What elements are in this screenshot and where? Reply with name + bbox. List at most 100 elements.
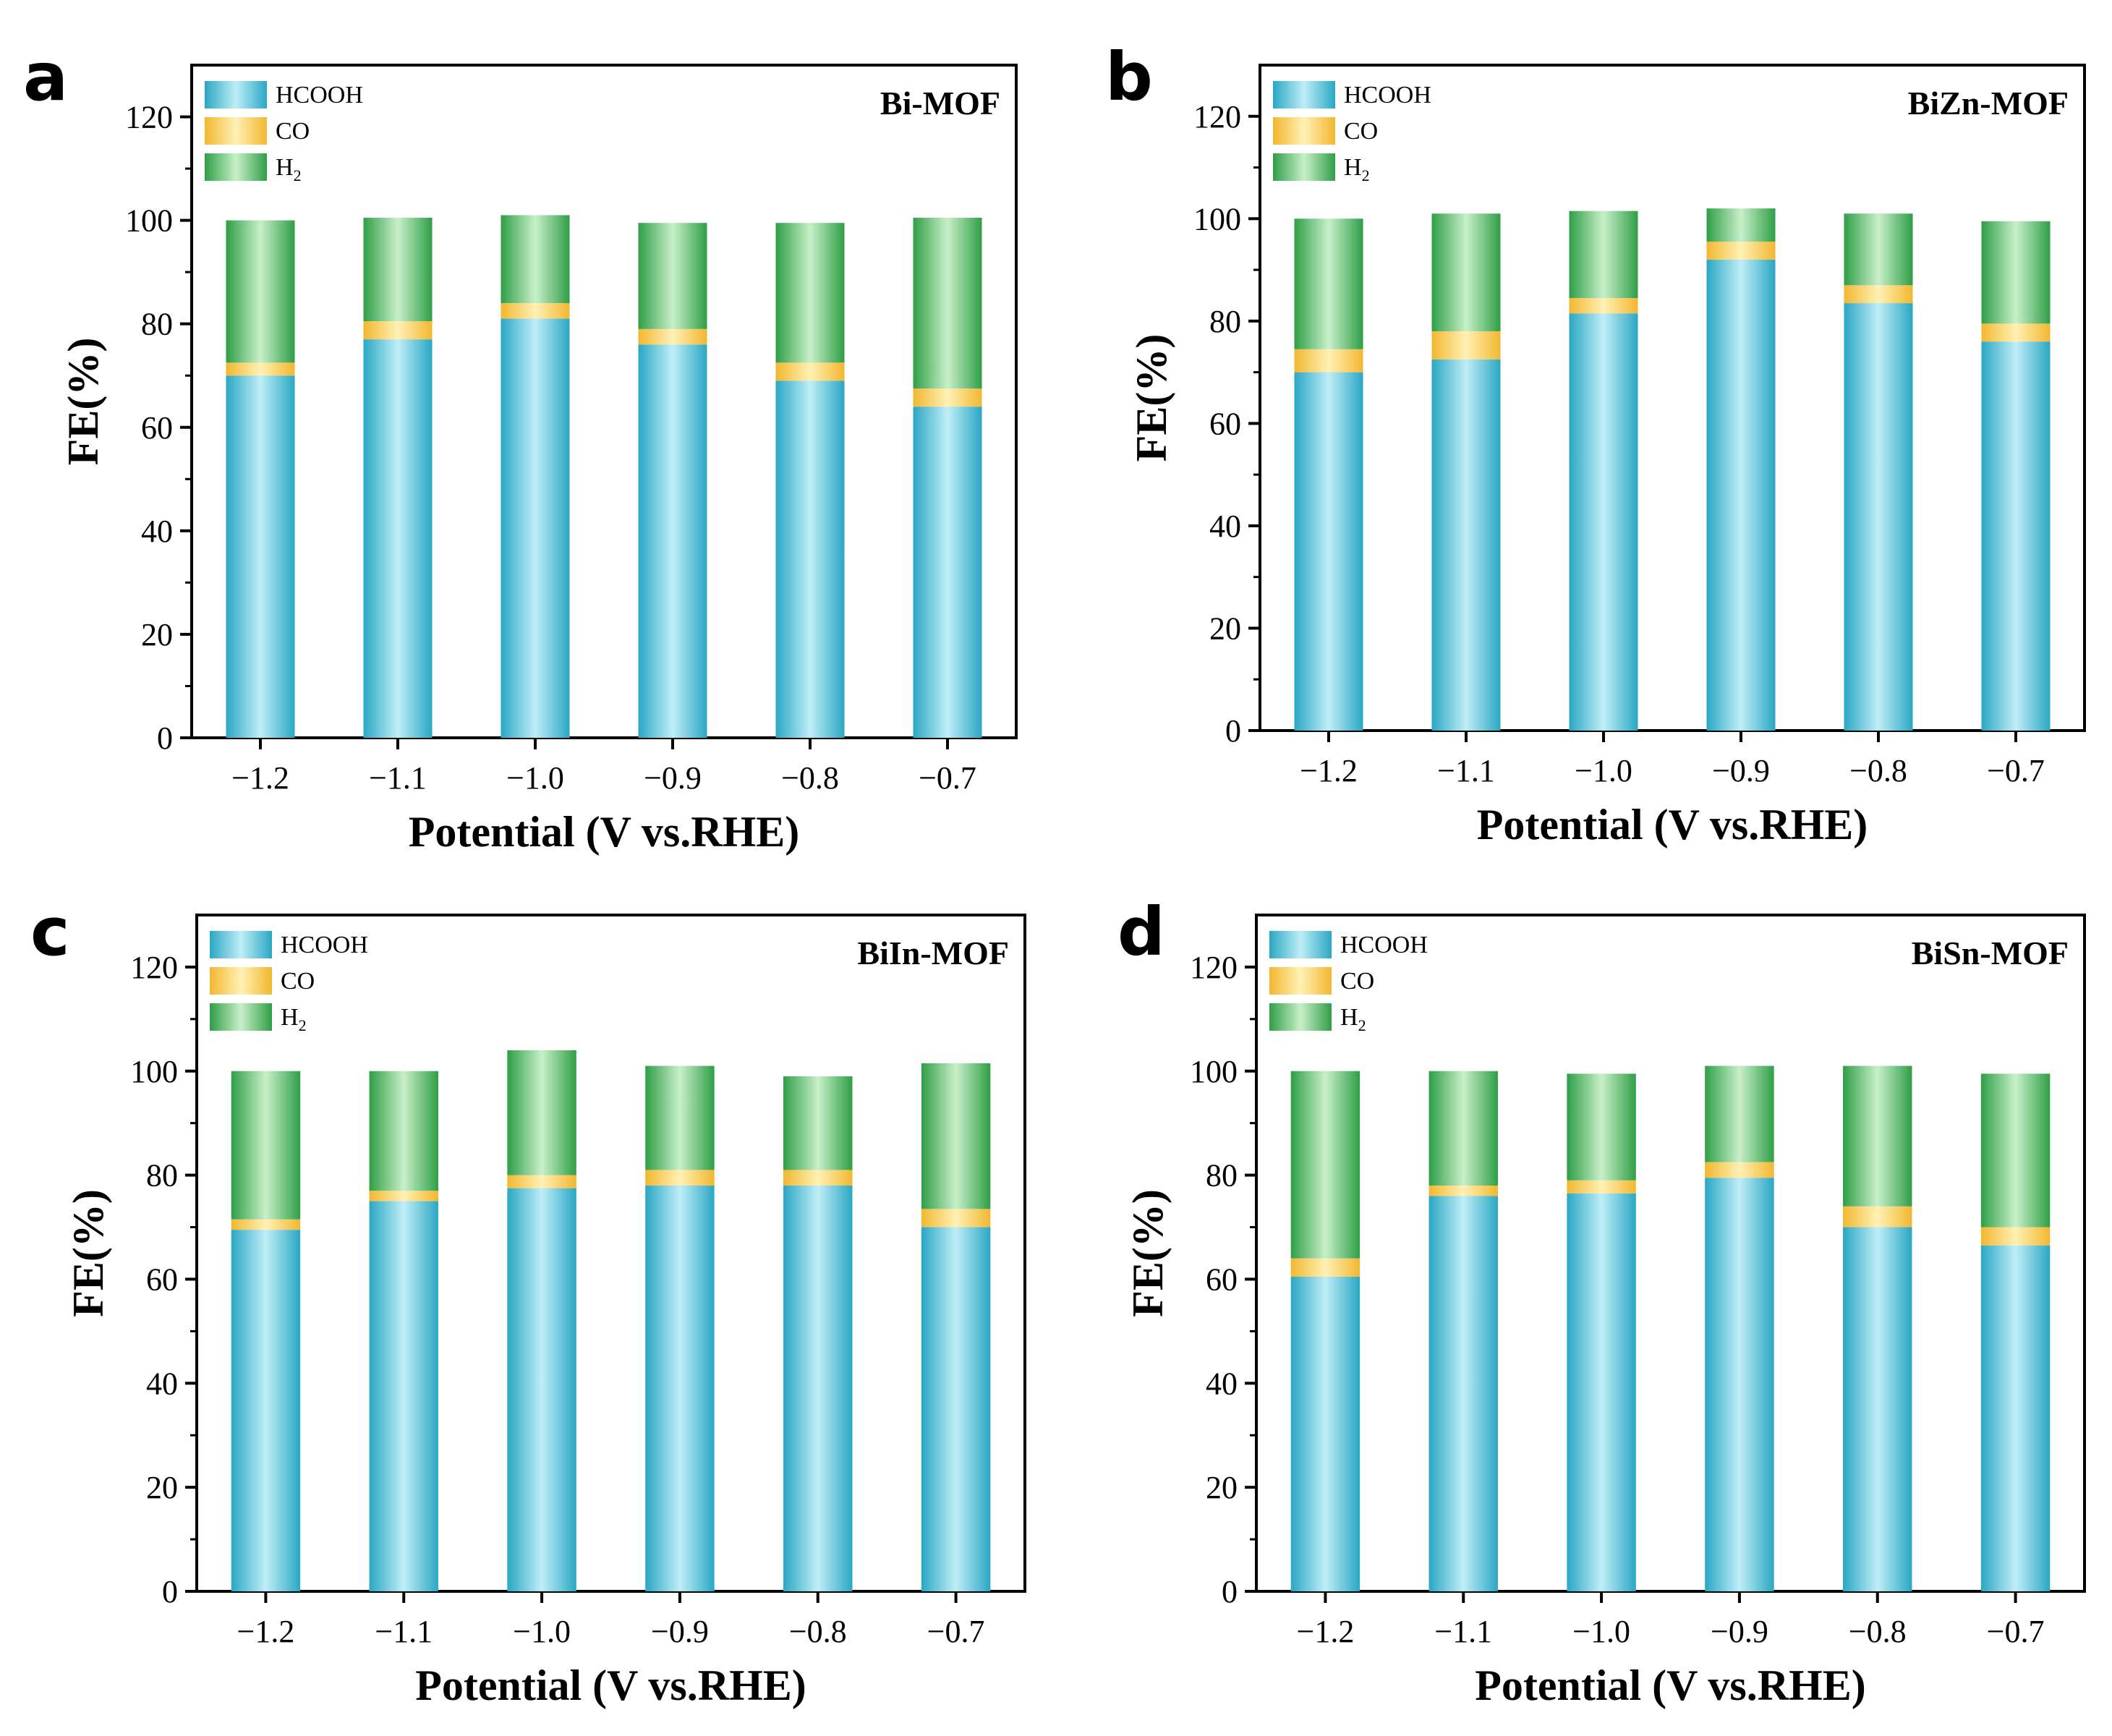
x-tick-label: −0.8 (789, 1614, 847, 1649)
chart-title: BiIn-MOF (857, 935, 1009, 971)
y-tick-label: 100 (130, 1054, 178, 1089)
bar-hcooh-1 (231, 1230, 301, 1591)
plot-frame (1255, 914, 2086, 1593)
x-tick-label: −0.8 (1849, 753, 1907, 788)
bar-h2-6 (1980, 1073, 2051, 1227)
x-axis-title: Potential (V vs.RHE) (1475, 1661, 1866, 1709)
legend-swatch-hcooh (1269, 931, 1332, 958)
bar-hcooh-4 (1706, 259, 1776, 731)
legend-swatch-hcooh (205, 81, 267, 109)
bar-h2-5 (1844, 213, 1913, 286)
chart-title: Bi-MOF (880, 85, 1000, 122)
bar-h2-6 (1981, 221, 2051, 324)
y-tick-label: 20 (1209, 610, 1241, 646)
bar-hcooh-6 (921, 1227, 991, 1591)
legend-label-co: CO (1344, 118, 1378, 145)
legend-label-h2: H2 (1340, 1004, 1366, 1034)
bar-h2-4 (645, 1065, 715, 1170)
bar-co-3 (507, 1175, 576, 1188)
bar-co-6 (913, 388, 982, 407)
y-tick-label: 20 (1206, 1470, 1238, 1505)
bar-hcooh-3 (501, 318, 570, 738)
bar-hcooh-5 (1843, 1227, 1912, 1591)
bar-co-2 (369, 1191, 438, 1201)
y-axis-title: FE(%) (1128, 334, 1175, 462)
y-tick-label: 120 (130, 950, 178, 985)
y-tick-label: 40 (141, 514, 173, 549)
legend: HCOOH CO H2 (210, 931, 368, 1034)
bar-hcooh-5 (783, 1186, 853, 1591)
x-tick-label: −1.0 (513, 1614, 571, 1649)
y-tick-label: 100 (1193, 201, 1241, 237)
bar-co-2 (1428, 1186, 1498, 1196)
bar-co-4 (1705, 1162, 1774, 1178)
y-tick-label: 0 (1225, 713, 1241, 749)
bar-co-1 (226, 362, 295, 376)
legend-label-h2: H2 (1344, 154, 1370, 184)
bar-h2-1 (1290, 1071, 1361, 1259)
legend-swatch-co (210, 967, 272, 995)
y-tick-label: 60 (1209, 406, 1241, 441)
bar-hcooh-2 (1431, 359, 1501, 731)
bar-hcooh-6 (1980, 1245, 2051, 1591)
legend-swatch-co (1269, 967, 1332, 995)
bar-h2-3 (501, 215, 570, 304)
bar-co-5 (775, 362, 845, 381)
chart-title: BiSn-MOF (1912, 935, 2069, 971)
x-tick-label: −1.2 (1297, 1614, 1355, 1649)
y-axis-title: FE(%) (64, 1189, 112, 1317)
panel-letter: a (23, 38, 68, 116)
x-tick-label: −0.8 (1849, 1614, 1907, 1649)
x-tick-label: −1.1 (1437, 753, 1495, 788)
legend-label-hcooh: HCOOH (281, 932, 368, 958)
legend-label-co: CO (1340, 968, 1374, 995)
bar-h2-4 (1706, 208, 1776, 242)
panel-c: c 0 20 40 60 80 100 120 −1.2 −1.1 −1.0 −0.9 −0.8 −0.… (30, 893, 1026, 1709)
bar-hcooh-6 (913, 407, 982, 738)
bar-co-4 (638, 328, 707, 345)
bar-co-5 (1844, 285, 1913, 304)
bar-hcooh-5 (1844, 303, 1913, 731)
x-tick-label: −1.2 (231, 760, 289, 796)
y-tick-label: 120 (1190, 950, 1238, 985)
plot-frame (1259, 64, 2086, 732)
chart-title: BiZn-MOF (1908, 85, 2069, 122)
y-tick-label: 60 (141, 410, 173, 446)
y-tick-label: 100 (125, 203, 173, 239)
y-tick-label: 80 (1206, 1158, 1238, 1194)
bar-h2-5 (1843, 1065, 1912, 1207)
bar-hcooh-3 (1567, 1193, 1636, 1591)
x-tick-label: −0.9 (644, 760, 702, 796)
x-axis-title: Potential (V vs.RHE) (1477, 801, 1868, 848)
x-tick-label: −1.1 (369, 760, 427, 796)
legend-label-h2: H2 (276, 154, 302, 184)
y-tick-label: 0 (157, 720, 173, 756)
x-tick-label: −0.7 (919, 760, 976, 796)
panel-letter: d (1117, 893, 1165, 971)
legend: HCOOH CO H2 (1269, 931, 1428, 1034)
legend: HCOOH CO H2 (1273, 81, 1431, 184)
bar-co-4 (1706, 242, 1776, 260)
bar-co-5 (1843, 1206, 1912, 1227)
legend-swatch-h2 (205, 153, 267, 181)
chart-panel-d: 0 20 40 60 80 100 120 −1.2 −1.1 −1.0 −0.9 −0.8 −0.7 P… (1124, 914, 2086, 1709)
legend-label-h2: H2 (281, 1004, 307, 1034)
y-tick-label: 20 (141, 617, 173, 652)
y-tick-label: 80 (146, 1158, 178, 1194)
bar-h2-4 (1705, 1065, 1774, 1162)
legend-swatch-hcooh (210, 931, 272, 958)
y-tick-label: 120 (125, 100, 173, 135)
y-tick-label: 0 (162, 1574, 178, 1609)
x-tick-label: −0.9 (651, 1614, 709, 1649)
y-tick-label: 60 (1206, 1261, 1238, 1297)
y-tick-label: 40 (1209, 509, 1241, 544)
x-tick-label: −1.1 (1434, 1614, 1492, 1649)
y-tick-label: 60 (146, 1261, 178, 1297)
bar-co-3 (501, 303, 570, 319)
bar-h2-2 (369, 1071, 438, 1191)
panel-a: a 0 20 40 60 80 100 120 −1.2 −1.1 −1.0 −0.9 −0.8 −0.… (23, 38, 1018, 856)
bar-h2-5 (775, 223, 845, 363)
bar-h2-4 (638, 223, 707, 329)
y-tick-label: 40 (1206, 1366, 1238, 1401)
bar-hcooh-1 (226, 375, 295, 738)
